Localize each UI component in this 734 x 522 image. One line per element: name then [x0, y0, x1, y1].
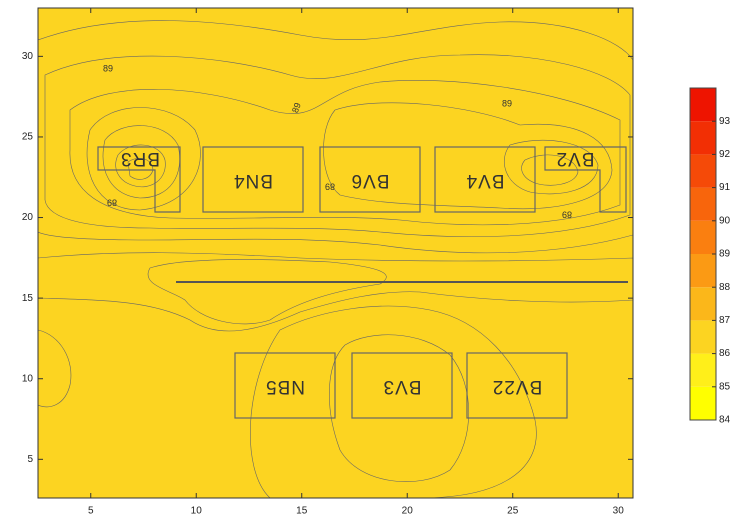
- building-outline: [544, 146, 627, 213]
- x-tick-label: 20: [402, 506, 414, 517]
- colorbar-label: 90: [719, 215, 731, 226]
- contour-label: 89: [325, 182, 335, 192]
- colorbar-segment: [690, 154, 716, 188]
- colorbar-label: 84: [719, 415, 731, 426]
- colorbar-segment: [690, 220, 716, 254]
- contour-region: [503, 139, 599, 195]
- contour-region: [115, 144, 166, 188]
- x-tick-label: 5: [88, 506, 94, 517]
- building-outline: [202, 146, 304, 213]
- building-outline: [97, 146, 181, 213]
- y-tick-label: 25: [22, 132, 34, 143]
- colorbar-segment: [690, 254, 716, 288]
- building-outline: [351, 352, 453, 419]
- contour-region: [69, 80, 621, 226]
- y-tick-label: 5: [27, 454, 33, 465]
- building-label: BV6: [351, 170, 390, 191]
- annotations: BR3 BN4 BV6 BV4 BV2 NB5 BV3 BV22 89 89 89 89 89 89: [103, 63, 594, 397]
- colorbar-label: 93: [719, 116, 731, 127]
- contour-region: [521, 154, 579, 186]
- building-label: BV4: [466, 170, 505, 191]
- contour-region: [38, 252, 633, 332]
- contour-region: [250, 305, 537, 498]
- colorbar-segment: [690, 353, 716, 387]
- colorbar-segment: [690, 287, 716, 321]
- y-tick-label: 30: [22, 51, 34, 62]
- building-label: BV22: [492, 376, 542, 397]
- contour-region: [323, 102, 613, 209]
- contour-label: 89: [107, 198, 117, 208]
- building-label: BR3: [120, 148, 160, 169]
- contour-label: 89: [103, 63, 113, 73]
- colorbar-label: 89: [719, 249, 731, 260]
- colorbar-segment: [690, 320, 716, 354]
- contour-region: [147, 259, 387, 325]
- colorbar-segment: [690, 187, 716, 221]
- contour-region: [38, 20, 633, 254]
- contour-label: 89: [502, 98, 512, 108]
- y-tick-label: 10: [22, 373, 34, 384]
- x-tick-label: 25: [507, 506, 519, 517]
- contour-region: [102, 125, 180, 199]
- contour-label: 89: [290, 101, 303, 114]
- building-outline: [434, 146, 536, 213]
- y-tick-label: 20: [22, 212, 34, 223]
- x-tick-label: 10: [191, 506, 203, 517]
- building-label: BN4: [233, 170, 273, 191]
- colorbar-segment: [690, 121, 716, 155]
- contour-label: 89: [562, 210, 572, 220]
- building-outlines: [97, 146, 627, 419]
- contour-region: [44, 54, 631, 238]
- colorbar-label: 87: [719, 315, 731, 326]
- colorbar-segment: [690, 386, 716, 420]
- building-label: BV3: [383, 376, 422, 397]
- building-label: NB5: [265, 376, 305, 397]
- building-outline: [466, 352, 568, 419]
- contour-region: [38, 329, 72, 408]
- building-outline: [319, 146, 421, 213]
- building-outline: [234, 352, 336, 419]
- y-tick-label: 15: [22, 293, 34, 304]
- contour-region: [86, 107, 201, 211]
- plot-frame: [37, 7, 634, 499]
- x-tick-label: 15: [296, 506, 308, 517]
- building-label: BV2: [556, 148, 595, 169]
- x-tick-label: 30: [613, 506, 625, 517]
- colorbar-label: 88: [719, 282, 731, 293]
- contour-field: [38, 8, 633, 498]
- colorbar-label: 85: [719, 381, 731, 392]
- colorbar-label: 92: [719, 149, 731, 160]
- colorbar-segment: [690, 88, 716, 122]
- contour-region: [329, 334, 470, 482]
- colorbar-label: 86: [719, 348, 731, 359]
- colorbar-frame: [689, 87, 717, 421]
- colorbar-label: 91: [719, 182, 731, 193]
